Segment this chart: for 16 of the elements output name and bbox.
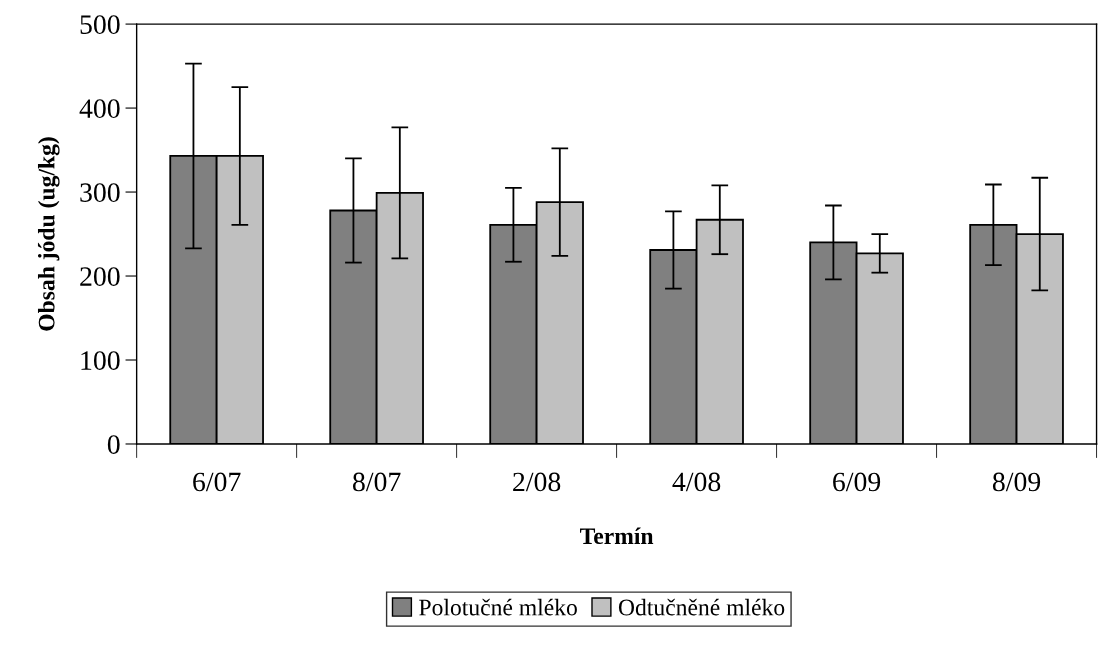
legend-label: Odtučněné mléko xyxy=(618,598,785,616)
x-tick-label: 2/08 xyxy=(513,472,561,492)
y-axis-title: Obsah jódu (ug/kg) xyxy=(37,137,60,331)
y-tick-label: 300 xyxy=(80,183,120,202)
y-tick-label: 200 xyxy=(80,267,120,286)
y-tick-label: 400 xyxy=(79,99,120,118)
x-axis-title: Termín xyxy=(580,527,654,545)
y-tick-label: 100 xyxy=(81,351,120,370)
y-tick-label: 0 xyxy=(107,435,120,454)
x-tick-label: 6/09 xyxy=(833,472,881,492)
x-tick-label: 8/09 xyxy=(992,472,1041,492)
x-tick-label: 6/07 xyxy=(193,472,241,492)
y-tick-label: 500 xyxy=(80,15,120,34)
x-tick-label: 8/07 xyxy=(353,472,401,492)
x-tick-label: 4/08 xyxy=(672,472,721,492)
legend-label: Polotučné mléko xyxy=(419,598,577,616)
